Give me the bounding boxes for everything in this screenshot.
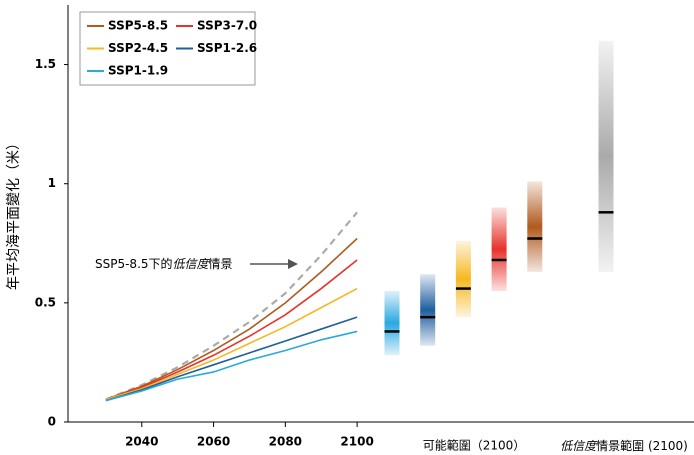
x-tick-label: 2080	[269, 435, 302, 449]
series-line	[105, 237, 358, 401]
annotation-arrowhead	[288, 259, 298, 269]
legend-label: SSP3-7.0	[197, 19, 257, 33]
series-line	[105, 330, 358, 402]
range-bar	[527, 181, 543, 272]
range-bar	[598, 40, 614, 272]
x-tick-label: 2040	[125, 435, 158, 449]
x-tick-label: 2100	[340, 435, 373, 449]
series-line	[105, 287, 358, 401]
range-bar	[384, 290, 400, 356]
legend-label: SSP1-2.6	[197, 41, 257, 55]
label-part: 情景範圍 (2100)	[596, 438, 688, 453]
label-part: 低信度	[560, 439, 598, 453]
annotation-part: SSP5-8.5下的	[95, 256, 173, 271]
low-confidence-line	[105, 211, 358, 401]
y-tick-label: 1.5	[35, 57, 56, 71]
series-line	[105, 316, 358, 402]
y-tick-label: 0.5	[35, 295, 56, 309]
legend-label: SSP1-1.9	[108, 64, 168, 78]
legend-label: SSP2-4.5	[108, 41, 168, 55]
range-bar	[420, 274, 436, 346]
annotation-part: 低信度	[173, 257, 211, 271]
y-axis-label: 年平均海平面變化（米）	[6, 136, 22, 290]
y-tick-label: 1	[48, 176, 56, 190]
legend-box	[79, 11, 256, 86]
annotation: SSP5-8.5下的低信度情景	[95, 256, 233, 271]
x-tick-label: 2060	[197, 435, 230, 449]
low-confidence-range-label: 低信度情景範圍 (2100)	[560, 438, 688, 453]
annotation-part: 情景	[209, 257, 233, 271]
likely-range-label: 可能範圍（2100）	[423, 438, 526, 453]
range-bar	[491, 207, 507, 291]
series-line	[105, 259, 358, 401]
legend-label: SSP5-8.5	[108, 19, 168, 33]
range-bar	[455, 240, 471, 318]
y-tick-label: 0	[48, 415, 56, 429]
